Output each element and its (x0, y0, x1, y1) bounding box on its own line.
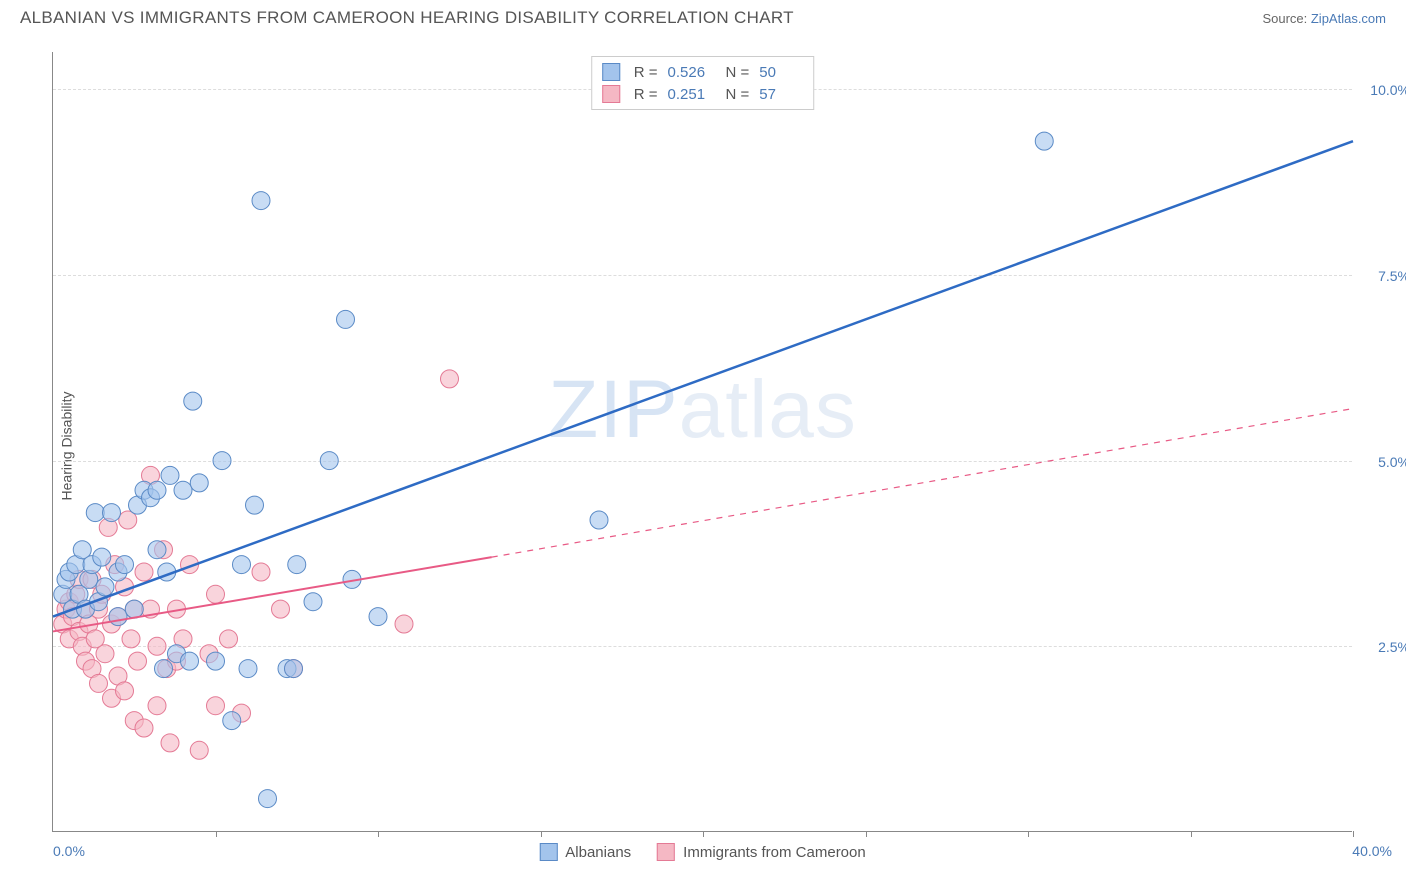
data-point (252, 192, 270, 210)
chart-header: ALBANIAN VS IMMIGRANTS FROM CAMEROON HEA… (0, 0, 1406, 32)
x-tick (1353, 831, 1354, 837)
data-point (239, 660, 257, 678)
data-point (116, 682, 134, 700)
legend-bottom-swatch-1 (657, 843, 675, 861)
n-label-0: N = (726, 64, 750, 81)
legend-bottom-label-1: Immigrants from Cameroon (683, 844, 866, 861)
scatter-svg (53, 52, 1352, 831)
r-label-0: R = (634, 64, 658, 81)
data-point (148, 637, 166, 655)
n-value-1: 57 (759, 86, 803, 103)
legend-row-0: R = 0.526 N = 50 (602, 61, 804, 83)
legend-bottom-swatch-0 (539, 843, 557, 861)
data-point (395, 615, 413, 633)
data-point (285, 660, 303, 678)
data-point (148, 481, 166, 499)
data-point (337, 310, 355, 328)
r-value-1: 0.251 (668, 86, 712, 103)
data-point (223, 712, 241, 730)
data-point (86, 504, 104, 522)
data-point (155, 660, 173, 678)
legend-item-1: Immigrants from Cameroon (657, 843, 866, 861)
data-point (148, 697, 166, 715)
source-attribution: Source: ZipAtlas.com (1262, 11, 1386, 26)
data-point (320, 452, 338, 470)
data-point (125, 600, 143, 618)
data-point (220, 630, 238, 648)
data-point (135, 563, 153, 581)
data-point (129, 652, 147, 670)
data-point (304, 593, 322, 611)
data-point (272, 600, 290, 618)
data-point (122, 630, 140, 648)
y-tick-label: 5.0% (1378, 454, 1406, 470)
data-point (190, 741, 208, 759)
data-point (109, 608, 127, 626)
data-point (590, 511, 608, 529)
data-point (148, 541, 166, 559)
plot-area: ZIPatlas 2.5%5.0%7.5%10.0% 0.0% 40.0% R … (52, 52, 1352, 832)
data-point (246, 496, 264, 514)
r-label-1: R = (634, 86, 658, 103)
data-point (96, 645, 114, 663)
source-prefix: Source: (1262, 11, 1310, 26)
data-point (441, 370, 459, 388)
y-tick-label: 2.5% (1378, 639, 1406, 655)
x-tick (866, 831, 867, 837)
x-tick (1028, 831, 1029, 837)
r-value-0: 0.526 (668, 64, 712, 81)
trend-line (492, 409, 1353, 558)
correlation-legend: R = 0.526 N = 50 R = 0.251 N = 57 (591, 56, 815, 110)
legend-bottom-label-0: Albanians (565, 844, 631, 861)
data-point (190, 474, 208, 492)
series-legend: Albanians Immigrants from Cameroon (539, 843, 865, 861)
data-point (174, 481, 192, 499)
data-point (1035, 132, 1053, 150)
data-point (259, 790, 277, 808)
data-point (213, 452, 231, 470)
x-tick (1191, 831, 1192, 837)
x-tick (541, 831, 542, 837)
data-point (103, 504, 121, 522)
legend-item-0: Albanians (539, 843, 631, 861)
data-point (252, 563, 270, 581)
data-point (96, 578, 114, 596)
x-tick (378, 831, 379, 837)
data-point (207, 652, 225, 670)
source-link[interactable]: ZipAtlas.com (1311, 11, 1386, 26)
data-point (135, 719, 153, 737)
data-point (288, 556, 306, 574)
n-value-0: 50 (759, 64, 803, 81)
data-point (207, 585, 225, 603)
trend-line (53, 141, 1353, 616)
data-point (184, 392, 202, 410)
legend-swatch-0 (602, 63, 620, 81)
data-point (116, 556, 134, 574)
data-point (369, 608, 387, 626)
y-tick-label: 10.0% (1370, 82, 1406, 98)
data-point (181, 652, 199, 670)
x-axis-max-label: 40.0% (1352, 843, 1392, 859)
chart-title: ALBANIAN VS IMMIGRANTS FROM CAMEROON HEA… (20, 8, 794, 28)
data-point (207, 697, 225, 715)
data-point (161, 466, 179, 484)
n-label-1: N = (726, 86, 750, 103)
legend-row-1: R = 0.251 N = 57 (602, 83, 804, 105)
data-point (93, 548, 111, 566)
x-axis-min-label: 0.0% (53, 843, 85, 859)
y-tick-label: 7.5% (1378, 268, 1406, 284)
data-point (90, 674, 108, 692)
legend-swatch-1 (602, 85, 620, 103)
x-tick (703, 831, 704, 837)
data-point (233, 556, 251, 574)
x-tick (216, 831, 217, 837)
data-point (161, 734, 179, 752)
